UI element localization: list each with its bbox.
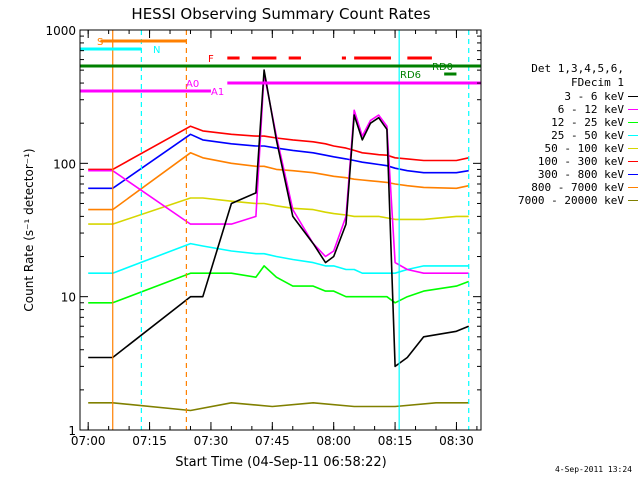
- footer-timestamp: 4-Sep-2011 13:24: [554, 465, 632, 474]
- state-label-s: S: [97, 37, 103, 48]
- legend-header-detectors: Det 1,3,4,5,6,: [531, 62, 624, 75]
- legend-swatch: [628, 109, 638, 110]
- legend-item: 800 - 7000 keV: [478, 181, 638, 194]
- states-layer: S N F RD0 RD6 A0 A1: [80, 37, 481, 98]
- legend-swatch: [628, 187, 638, 188]
- legend-label: 3 - 6 keV: [564, 90, 624, 103]
- state-label-n: N: [153, 45, 160, 56]
- y-tick-label-2: 100: [53, 157, 76, 171]
- state-label-rd6: RD6: [400, 70, 421, 81]
- legend-item: 100 - 300 keV: [478, 155, 638, 168]
- state-label-f: F: [208, 54, 214, 65]
- series-line-8: [88, 401, 469, 412]
- x-tick-label-0: 07:00: [71, 434, 106, 448]
- legend-label: 6 - 12 keV: [557, 103, 624, 116]
- plot-frame: [79, 29, 482, 431]
- y-tick-label-1: 10: [61, 291, 76, 305]
- y-axis-label: Count Rate (s⁻¹ detector⁻¹): [22, 148, 36, 311]
- legend-item: 6 - 12 keV: [478, 103, 638, 116]
- legend-label: 7000 - 20000 keV: [518, 194, 624, 207]
- state-label-a1: A1: [211, 87, 224, 98]
- series-line-2: [88, 265, 469, 304]
- series-line-0: [88, 69, 470, 368]
- legend-item: 3 - 6 keV: [478, 90, 638, 103]
- series-layer: [88, 69, 470, 412]
- legend-swatch: [628, 135, 638, 136]
- legend-swatch: [628, 96, 638, 97]
- legend-swatch: [628, 174, 638, 175]
- legend-swatch: [628, 161, 638, 162]
- state-label-a0: A0: [186, 79, 199, 90]
- x-tick-label-3: 07:45: [255, 434, 290, 448]
- legend-item: 50 - 100 keV: [478, 142, 638, 155]
- legend-label: 800 - 7000 keV: [531, 181, 624, 194]
- chart-title: HESSI Observing Summary Count Rates: [131, 5, 430, 23]
- series-line-1: [88, 72, 469, 275]
- x-tick-label-2: 07:30: [194, 434, 229, 448]
- legend: Det 1,3,4,5,6, FDecim 1 3 - 6 keV 6 - 12 …: [478, 62, 638, 207]
- series-line-3: [88, 242, 469, 275]
- legend-label: 50 - 100 keV: [544, 142, 624, 155]
- x-axis-label: Start Time (04-Sep-11 06:58:22): [175, 455, 386, 470]
- legend-header-decimation: FDecim 1: [571, 76, 624, 89]
- legend-swatch: [628, 122, 638, 123]
- x-tick-label-4: 08:00: [316, 434, 351, 448]
- legend-label: 300 - 800 keV: [537, 168, 624, 181]
- legend-item: 7000 - 20000 keV: [478, 194, 638, 207]
- series-line-7: [88, 152, 469, 211]
- x-tick-label-5: 08:15: [378, 434, 413, 448]
- legend-item: 300 - 800 keV: [478, 168, 638, 181]
- legend-swatch: [628, 200, 638, 201]
- state-label-rd0: RD0: [432, 62, 453, 73]
- legend-swatch: [628, 148, 638, 149]
- legend-item: 25 - 50 keV: [478, 129, 638, 142]
- legend-rows: 3 - 6 keV 6 - 12 keV 12 - 25 keV 25 - 50 ke…: [478, 90, 638, 207]
- legend-item: 12 - 25 keV: [478, 116, 638, 129]
- legend-label: 100 - 300 keV: [537, 155, 624, 168]
- markers-layer: [112, 30, 470, 430]
- x-tick-label-6: 08:30: [439, 434, 474, 448]
- axes-layer: 07:00 07:15 07:30 07:45 08:00 08:15 08:30 1 10 10…: [45, 24, 481, 448]
- x-tick-label-1: 07:15: [132, 434, 167, 448]
- y-tick-label-0: 1: [68, 424, 76, 438]
- legend-label: 12 - 25 keV: [551, 116, 624, 129]
- series-line-4: [88, 197, 469, 225]
- y-tick-label-3: 1000: [45, 24, 76, 38]
- legend-label: 25 - 50 keV: [551, 129, 624, 142]
